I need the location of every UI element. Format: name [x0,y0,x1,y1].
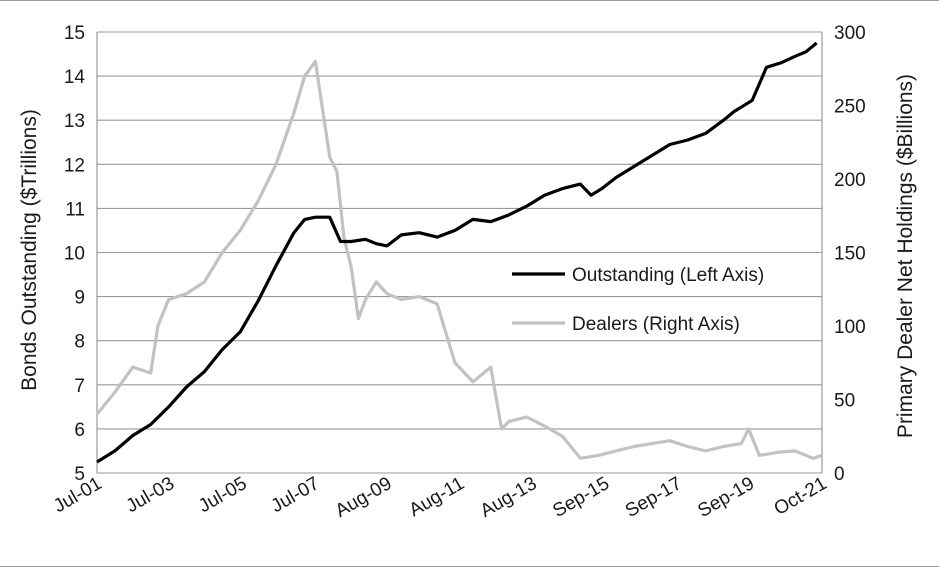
right-tick-label: 300 [834,23,866,44]
left-axis-title: Bonds Outstanding ($Trillions) [18,109,41,391]
x-tick-label: Aug-11 [406,473,468,521]
right-tick-label: 200 [834,170,866,191]
x-tick-label: Aug-09 [332,473,396,522]
left-tick-label: 7 [74,376,85,397]
right-tick-label: 0 [834,464,845,485]
left-tick-label: 9 [74,288,85,309]
x-tick-label: Jul-03 [123,473,178,517]
x-axis-tick-labels: Jul-01 Jul-03 Jul-05 Jul-07 Aug-09 Aug-11 Aug-… [50,473,830,522]
x-tick-label: Aug-13 [477,473,541,522]
series-line-dealers [95,59,823,460]
left-tick-label: 5 [74,464,85,485]
left-tick-label: 8 [74,332,85,353]
right-tick-label: 50 [834,391,855,412]
left-tick-label: 6 [74,420,85,441]
grid-lines [97,31,822,474]
legend: Outstanding (Left Axis) Dealers (Right A… [512,265,764,335]
left-tick-label: 11 [65,199,85,220]
x-tick-label: Jul-05 [195,473,250,517]
legend-label-dealers: Dealers (Right Axis) [572,314,740,335]
right-axis-title: Primary Dealer Net Holdings ($Billions) [894,74,917,438]
left-tick-label: 13 [64,111,85,132]
left-tick-label: 14 [64,67,86,88]
right-tick-label: 100 [834,317,866,338]
right-tick-label: 250 [834,97,866,118]
right-tick-label: 150 [834,244,866,265]
right-axis-tick-labels: 0 50 100 150 200 250 300 [834,23,866,485]
left-tick-label: 12 [64,155,85,176]
left-tick-label: 15 [64,23,85,44]
legend-label-outstanding: Outstanding (Left Axis) [572,265,764,286]
x-tick-label: Sep-15 [549,473,613,522]
left-tick-label: 10 [64,244,85,265]
x-tick-label: Oct-21 [771,473,831,520]
x-tick-label: Sep-19 [694,473,758,522]
x-tick-label: Sep-17 [622,473,686,522]
series-line-outstanding [96,41,818,464]
left-axis-tick-labels: 5 6 7 8 9 10 11 12 13 14 15 [64,23,86,485]
x-tick-label: Jul-07 [268,473,323,517]
